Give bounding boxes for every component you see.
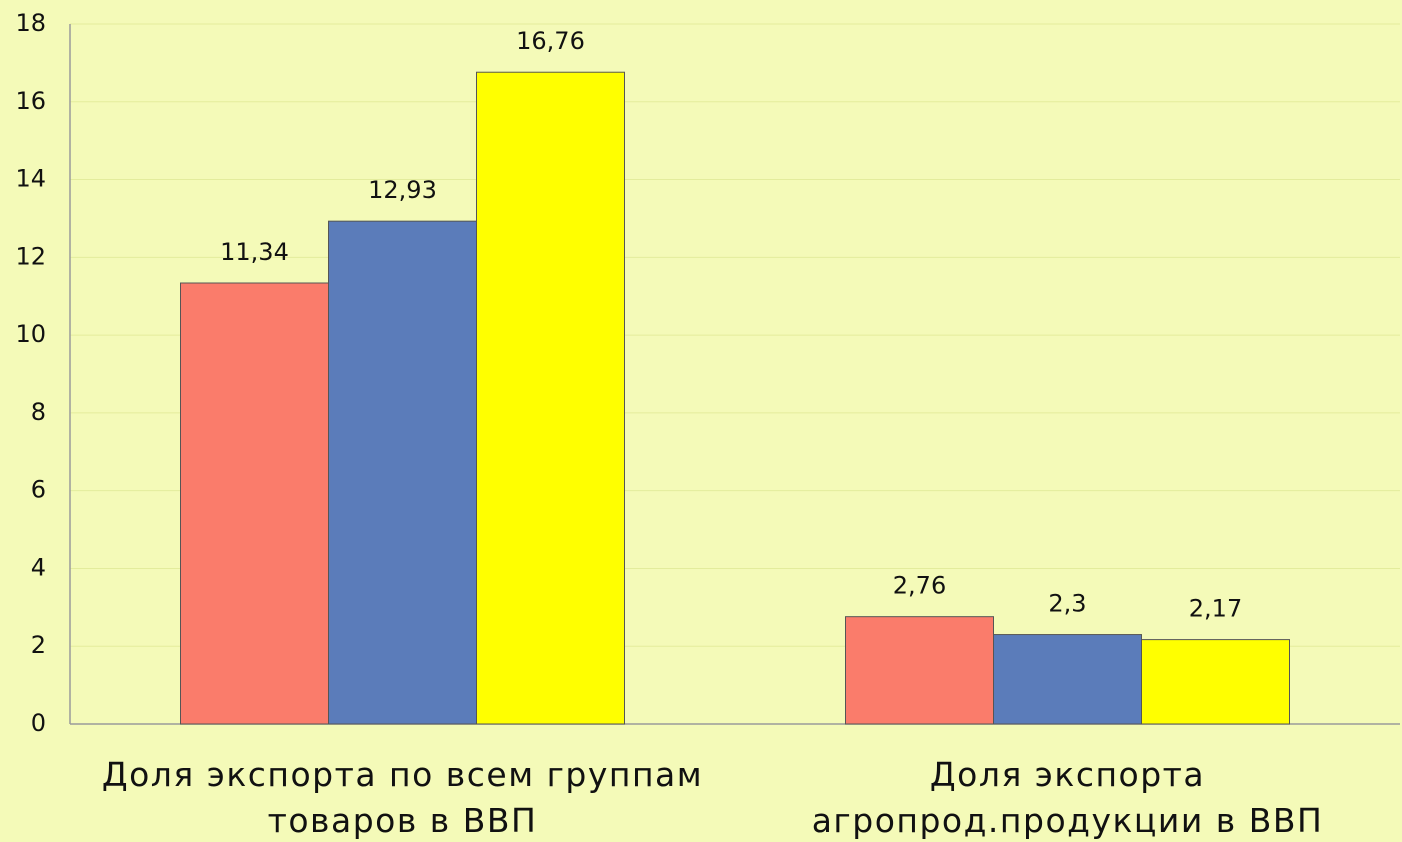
y-tick-label: 8 [31,398,46,426]
data-label: 11,34 [220,238,289,266]
y-tick-label: 12 [15,242,46,270]
bar [1141,639,1290,725]
data-label: 16,76 [516,27,585,55]
bar [993,634,1142,725]
x-tick-label-line: агропрод.продукции в ВВП [812,801,1324,840]
y-tick-label: 16 [15,87,46,115]
x-tick-label: Доля экспорта агропрод.продукции в ВВП [812,755,1324,840]
x-tick-label-line: товаров в ВВП [268,801,538,840]
bar [328,220,477,725]
y-tick-label: 10 [15,320,46,348]
data-label: 2,76 [893,572,946,600]
data-label: 12,93 [368,176,437,204]
data-label: 2,17 [1189,595,1242,623]
y-tick-label: 18 [15,9,46,37]
y-tick-label: 0 [31,709,46,737]
y-tick-label: 2 [31,631,46,659]
bar [180,282,329,725]
data-label: 2,3 [1048,590,1086,618]
y-tick-label: 4 [31,553,46,581]
y-tick-label: 14 [15,165,46,193]
bar [845,616,994,725]
x-tick-label-line: Доля экспорта по всем группам [102,755,703,794]
x-tick-label-line: Доля экспорта [930,755,1205,794]
y-tick-label: 6 [31,476,46,504]
x-tick-label: Доля экспорта по всем группам товаров в В… [102,755,703,840]
bar [476,71,625,725]
